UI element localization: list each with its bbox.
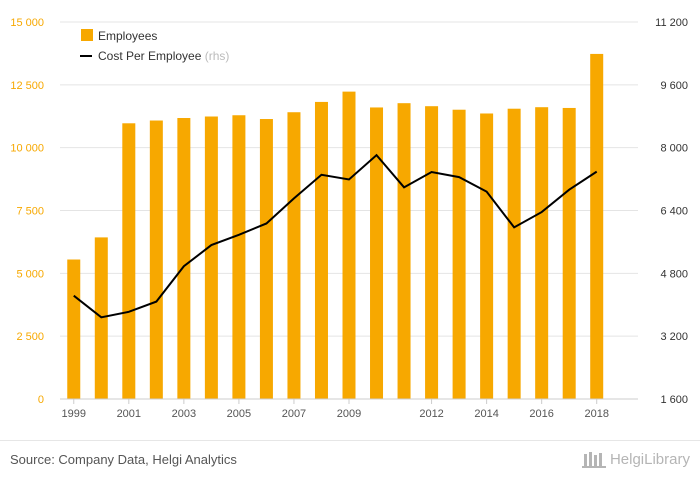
right-tick-label-4: 8 000 bbox=[660, 143, 688, 155]
bar-2015 bbox=[508, 109, 521, 399]
right-tick-label-6: 11 200 bbox=[655, 17, 688, 29]
right-tick-label-1: 3 200 bbox=[660, 331, 688, 343]
bar-2012 bbox=[425, 106, 438, 399]
x-tick-label-2014: 2014 bbox=[474, 408, 498, 420]
legend-label-cost-per-employee: Cost Per Employee (rhs) bbox=[98, 49, 229, 63]
legend-label-rhs-suffix: (rhs) bbox=[205, 49, 230, 63]
bar-2004 bbox=[205, 117, 218, 399]
bar-2011 bbox=[398, 103, 411, 399]
right-axis-ticks: 1 600 3 200 4 800 6 400 8 000 9 600 11 200 bbox=[655, 17, 688, 406]
bar-2018 bbox=[590, 54, 603, 399]
left-axis-ticks: 0 2 500 5 000 7 500 10 000 12 500 15 000 bbox=[10, 17, 44, 406]
x-tick-label-2016: 2016 bbox=[529, 408, 553, 420]
bar-2006 bbox=[260, 119, 273, 399]
chart-svg: 0 2 500 5 000 7 500 10 000 12 500 15 000 1 600… bbox=[0, 0, 700, 440]
right-tick-label-5: 9 600 bbox=[660, 80, 688, 92]
legend-label-employees: Employees bbox=[98, 29, 157, 43]
right-tick-label-0: 1 600 bbox=[660, 394, 688, 406]
x-tick-label-2005: 2005 bbox=[227, 408, 251, 420]
left-tick-label-1: 2 500 bbox=[16, 331, 44, 343]
bar-2017 bbox=[563, 108, 576, 399]
x-tick-label-2009: 2009 bbox=[337, 408, 361, 420]
x-tick-label-2018: 2018 bbox=[584, 408, 608, 420]
right-tick-label-2: 4 800 bbox=[660, 268, 688, 280]
bar-2003 bbox=[177, 118, 190, 399]
bar-2002 bbox=[150, 121, 163, 399]
bar-2010 bbox=[370, 107, 383, 399]
left-tick-label-6: 15 000 bbox=[10, 17, 44, 29]
x-tick-label-2012: 2012 bbox=[419, 408, 443, 420]
left-tick-label-4: 10 000 bbox=[10, 143, 44, 155]
right-tick-label-3: 6 400 bbox=[660, 206, 688, 218]
x-tick-label-2003: 2003 bbox=[172, 408, 196, 420]
bar-2001 bbox=[122, 123, 135, 399]
bar-2009 bbox=[343, 92, 356, 399]
x-axis-ticks: 1999 2001 2003 2005 2007 2009 2012 2014 2016 2018 bbox=[62, 399, 609, 420]
bar-2008 bbox=[315, 102, 328, 399]
library-icon bbox=[582, 450, 606, 468]
brand-name: HelgiLibrary bbox=[610, 451, 690, 468]
bar-2016 bbox=[535, 107, 548, 399]
brand-logo[interactable]: HelgiLibrary bbox=[582, 450, 690, 468]
left-tick-label-0: 0 bbox=[38, 394, 44, 406]
x-tick-label-2001: 2001 bbox=[117, 408, 141, 420]
left-tick-label-3: 7 500 bbox=[16, 206, 44, 218]
footer: Source: Company Data, Helgi Analytics He… bbox=[0, 440, 700, 484]
bar-2007 bbox=[287, 112, 300, 399]
employees-bars bbox=[67, 54, 603, 399]
source-note: Source: Company Data, Helgi Analytics bbox=[10, 452, 237, 467]
left-tick-label-2: 5 000 bbox=[16, 268, 44, 280]
bar-2005 bbox=[232, 115, 245, 399]
x-tick-label-1999: 1999 bbox=[62, 408, 86, 420]
legend-swatch-employees bbox=[81, 29, 93, 41]
bar-2013 bbox=[453, 110, 466, 399]
bar-1999 bbox=[67, 260, 80, 399]
bar-2014 bbox=[480, 113, 493, 399]
legend: Employees Cost Per Employee (rhs) bbox=[80, 29, 229, 63]
x-tick-label-2007: 2007 bbox=[282, 408, 306, 420]
left-tick-label-5: 12 500 bbox=[10, 80, 44, 92]
